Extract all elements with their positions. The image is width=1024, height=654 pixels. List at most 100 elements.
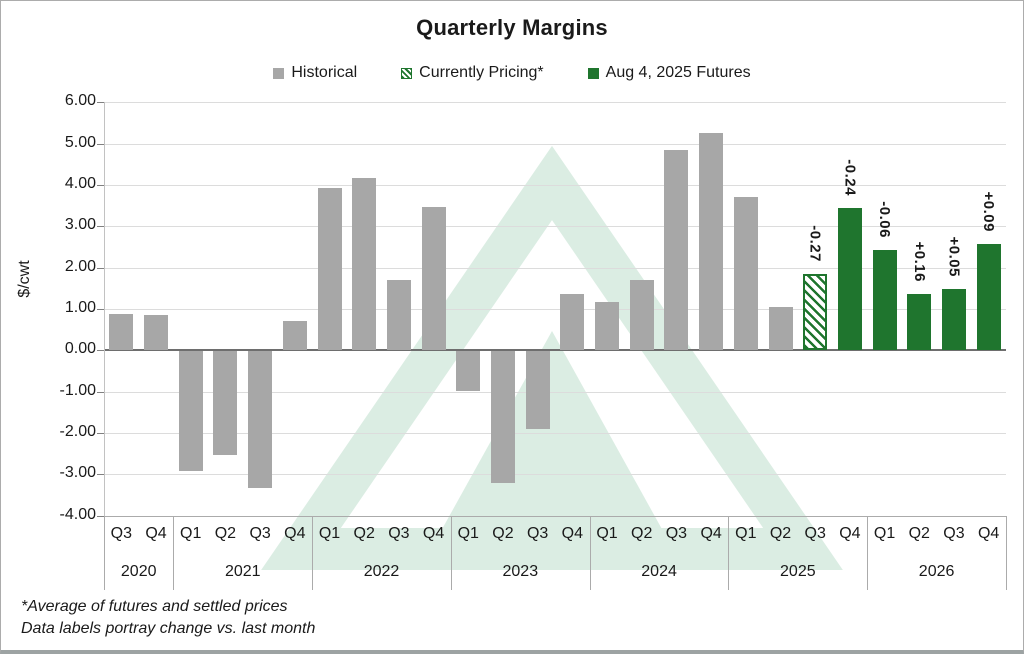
x-axis-quarter-label: Q3 xyxy=(665,524,688,542)
y-axis-label: 4.00 xyxy=(64,174,96,192)
gridline xyxy=(104,391,1006,393)
gridline xyxy=(104,433,1006,434)
y-axis-tick xyxy=(97,391,104,393)
legend-item-historical: Historical xyxy=(273,64,357,82)
bar-2024-Q1 xyxy=(595,301,620,351)
bar-2022-Q4 xyxy=(421,207,446,351)
bar-2026-Q3 xyxy=(941,289,966,351)
hatched-swatch-icon xyxy=(401,67,413,79)
bar-2021-Q2 xyxy=(213,351,238,456)
y-axis-tick xyxy=(97,474,104,476)
mountain-logo-watermark xyxy=(261,145,843,570)
data-label-text: +0.05 xyxy=(945,236,963,278)
y-axis-line xyxy=(104,102,105,516)
x-axis-year-label: 2024 xyxy=(641,562,677,580)
x-axis-quarter-label: Q1 xyxy=(318,524,341,542)
x-axis-quarter-label: Q4 xyxy=(977,524,1000,542)
data-label-text: -0.06 xyxy=(876,201,894,238)
y-axis-label: -2.00 xyxy=(59,423,96,440)
x-axis-quarter-label: Q1 xyxy=(596,524,618,542)
bar-2021-Q4 xyxy=(282,320,307,351)
bar-2022-Q2 xyxy=(352,177,377,351)
y-axis-label: 2.00 xyxy=(64,257,96,275)
y-axis-label: -4.00 xyxy=(59,505,96,523)
x-axis-year-label: 2022 xyxy=(363,562,400,580)
data-label-2026-Q1: -0.06 xyxy=(876,201,893,243)
x-axis-quarter-label: Q3 xyxy=(526,524,549,542)
x-axis-quarter-label: Q4 xyxy=(284,524,306,542)
x-axis-quarter-label: Q1 xyxy=(735,524,757,542)
year-separator xyxy=(450,515,452,590)
year-separator xyxy=(1006,515,1007,590)
x-axis-quarter-label: Q4 xyxy=(839,524,861,542)
y-axis-tick xyxy=(97,433,104,434)
gridline xyxy=(104,308,1006,310)
y-axis-tick xyxy=(97,226,104,228)
bar-2021-Q1 xyxy=(178,351,203,472)
y-axis-label: 1.00 xyxy=(64,298,96,316)
x-axis-quarter-label: Q3 xyxy=(804,524,826,542)
x-axis-year-label: 2021 xyxy=(224,562,261,580)
bar-2020-Q4 xyxy=(144,315,169,351)
y-axis-label: -1.00 xyxy=(59,381,96,399)
chart-title: Quarterly Margins xyxy=(416,15,608,40)
gridline xyxy=(104,226,1006,228)
y-axis-label: 6.00 xyxy=(64,92,96,110)
bar-2023-Q4 xyxy=(560,294,585,351)
chart-legend: Historical Currently Pricing* Aug 4, 202… xyxy=(1,64,1023,82)
bar-2021-Q3 xyxy=(248,351,273,488)
bar-2022-Q3 xyxy=(386,280,411,351)
bar-2025-Q1 xyxy=(733,197,758,351)
x-axis-year-label: 2025 xyxy=(780,562,816,580)
data-label-text: +0.16 xyxy=(910,242,928,283)
data-label-text: -0.27 xyxy=(806,225,824,262)
y-axis-tick xyxy=(97,143,104,145)
year-separator xyxy=(589,515,591,590)
gridline xyxy=(104,267,1006,269)
data-label-2025-Q3: -0.27 xyxy=(807,225,824,267)
legend-item-futures: Aug 4, 2025 Futures xyxy=(587,64,751,82)
bar-2025-Q3 xyxy=(803,273,828,351)
x-axis-quarter-label: Q2 xyxy=(214,524,237,542)
year-separator xyxy=(867,515,869,590)
x-axis-quarter-label: Q3 xyxy=(110,524,133,542)
x-axis-quarter-label: Q4 xyxy=(700,524,722,542)
x-axis-quarter-label: Q2 xyxy=(631,524,653,542)
x-axis-quarter-label: Q2 xyxy=(353,524,375,542)
gridline xyxy=(104,184,1006,186)
legend-label-futures: Aug 4, 2025 Futures xyxy=(605,64,751,81)
bar-2023-Q3 xyxy=(525,351,550,430)
bar-2024-Q2 xyxy=(629,280,654,351)
bar-2026-Q4 xyxy=(976,244,1001,351)
data-label-2026-Q3: +0.05 xyxy=(945,237,962,282)
data-label-text: +0.09 xyxy=(980,191,998,233)
x-axis-quarter-label: Q2 xyxy=(769,524,792,542)
bar-2024-Q3 xyxy=(664,149,689,351)
bar-2020-Q3 xyxy=(109,313,134,351)
y-axis-tick xyxy=(97,308,104,310)
y-axis-tick xyxy=(97,184,104,186)
x-axis-quarter-label: Q3 xyxy=(249,524,271,542)
data-label-text: -0.24 xyxy=(841,159,859,197)
bar-2022-Q1 xyxy=(317,188,342,351)
x-axis-quarter-label: Q4 xyxy=(422,524,445,542)
year-separator xyxy=(312,515,314,590)
y-axis-tick xyxy=(97,102,104,104)
x-axis-year-label: 2026 xyxy=(918,562,955,580)
gridline xyxy=(104,102,1006,104)
x-axis-quarter-label: Q2 xyxy=(908,524,930,542)
x-axis-quarter-label: Q1 xyxy=(457,524,479,542)
year-separator xyxy=(104,515,105,590)
zero-line xyxy=(104,349,1006,352)
x-axis-year-label: 2023 xyxy=(502,562,539,580)
y-axis-tick xyxy=(97,350,104,352)
year-separator xyxy=(728,515,730,590)
x-axis-line xyxy=(104,515,1006,517)
x-axis-quarter-label: Q1 xyxy=(873,524,896,542)
futures-swatch-icon xyxy=(587,67,599,79)
bar-2023-Q2 xyxy=(490,351,515,483)
bar-2023-Q1 xyxy=(456,351,481,391)
historical-swatch-icon xyxy=(273,67,285,79)
